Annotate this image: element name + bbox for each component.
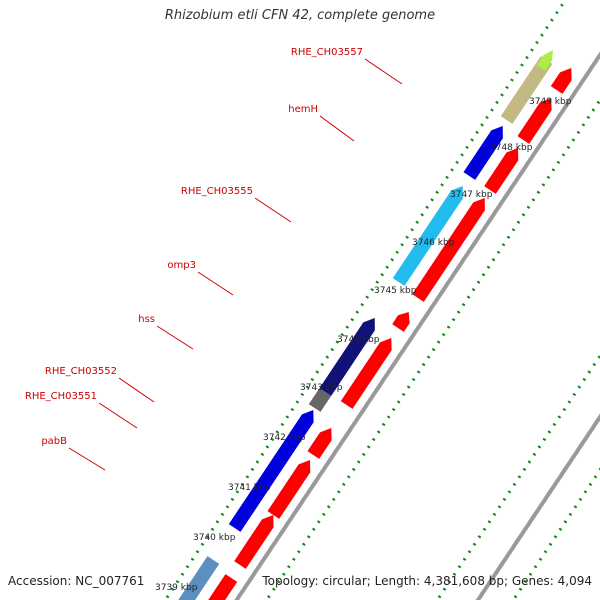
leader-line-omp3: [197, 271, 234, 296]
gene-label-rhe-ch03557: RHE_CH03557: [291, 47, 363, 58]
kbp-label-3743: 3743 kbp: [300, 383, 343, 393]
kbp-label-3745: 3745 kbp: [374, 286, 417, 296]
gene-arrow-hss: [319, 318, 375, 396]
leader-line-rhe-ch03557: [364, 58, 403, 85]
gene-label-hss: hss: [138, 314, 155, 325]
kbp-label-3746: 3746 kbp: [412, 238, 455, 248]
kbp-label-3748: 3748 kbp: [490, 143, 533, 153]
reverse-gene-5: [340, 338, 392, 409]
gene-arrow-lime: [536, 50, 553, 71]
leader-line-rhe-ch03555: [254, 197, 292, 223]
reverse-gene-8: [484, 148, 519, 194]
leader-line-pabb: [68, 447, 106, 471]
leader-line-hemh: [319, 115, 355, 142]
reverse-gene-6: [392, 312, 410, 332]
kbp-label-3741: 3741 kbp: [228, 483, 271, 493]
kbp-label-3742: 3742 kbp: [263, 433, 306, 443]
track2-forward-tick-dots: [435, 353, 600, 600]
gene-label-omp3: omp3: [167, 260, 196, 271]
gene-label-pabb: pabB: [41, 436, 67, 447]
reverse-gene-3: [267, 460, 311, 519]
leader-line-rhe-ch03552: [118, 377, 155, 403]
gene-arrow-hemh: [463, 126, 503, 180]
gene-label-hemh: hemH: [288, 104, 318, 115]
kbp-label-3747: 3747 kbp: [450, 190, 493, 200]
leader-line-rhe-ch03551: [98, 402, 138, 429]
genome-summary-text: Topology: circular; Length: 4,381,608 bp…: [262, 574, 592, 588]
accession-text: Accession: NC_007761: [8, 574, 145, 588]
forward-tick-dots: [163, 0, 568, 600]
map-title: Rhizobium etli CFN 42, complete genome: [164, 8, 436, 23]
track2-reverse-tick-dots: [511, 467, 600, 600]
reverse-gene-4: [307, 428, 332, 459]
reverse-gene-1: [208, 574, 238, 600]
reverse-gene-10: [550, 68, 572, 94]
kbp-label-3739: 3739 kbp: [155, 583, 198, 593]
track2-backbone-line: [475, 413, 600, 600]
kbp-label-3740: 3740 kbp: [193, 533, 236, 543]
reverse-gene-7: [412, 198, 485, 302]
gene-arrow-rhe-ch03552: [308, 388, 332, 412]
reverse-gene-9: [517, 98, 552, 144]
gene-arrow-steelblue: [178, 556, 220, 600]
gene-label-rhe-ch03552: RHE_CH03552: [45, 366, 117, 377]
reverse-tick-dots: [264, 97, 600, 600]
gene-arrow-pabb: [228, 410, 314, 532]
backbone-line: [234, 51, 600, 600]
kbp-label-3744: 3744 kbp: [337, 335, 380, 345]
reverse-gene-2: [234, 515, 274, 569]
gene-label-rhe-ch03551: RHE_CH03551: [25, 391, 97, 402]
kbp-label-3749: 3749 kbp: [529, 97, 572, 107]
gene-arrow-rhe-ch03555: [392, 186, 463, 286]
gene-label-rhe-ch03555: RHE_CH03555: [181, 186, 253, 197]
leader-line-hss: [156, 325, 194, 350]
gene-arrow-rhe-ch03557: [500, 56, 553, 124]
